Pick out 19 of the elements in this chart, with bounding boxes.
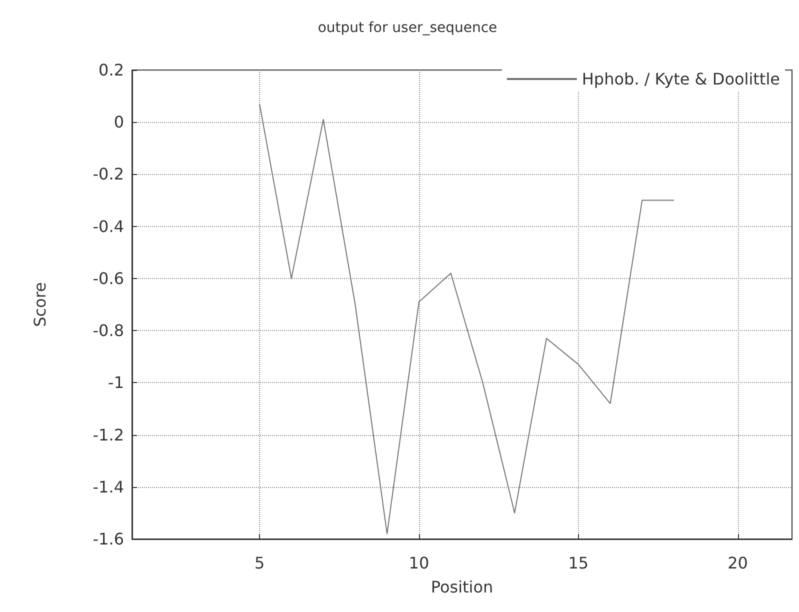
y-tick-label: -1.4: [92, 477, 124, 496]
y-tick-label: 0: [114, 112, 124, 132]
line-series: [259, 103, 675, 534]
y-tick-label: -1.2: [92, 425, 124, 444]
y-tick-label: -1: [108, 373, 124, 392]
y-tick-label: -0.6: [92, 268, 124, 288]
legend-label: Hphob. / Kyte & Doolittle: [582, 70, 780, 88]
x-tick-label: 10: [408, 554, 430, 572]
y-tick-label: -1.6: [92, 530, 124, 548]
x-tick-label: 5: [254, 554, 265, 572]
x-tick-label: 15: [568, 554, 589, 572]
chart-title: output for user_sequence: [318, 20, 498, 36]
x-axis-title: Position: [430, 578, 494, 596]
y-tick-label: -0.4: [92, 216, 124, 236]
x-tick-label: 20: [728, 554, 748, 572]
y-tick-label: -0.8: [92, 321, 124, 340]
y-tick-label: 0.2: [98, 60, 124, 80]
y-tick-label: -0.2: [92, 164, 124, 184]
y-axis-title: Score: [30, 282, 50, 327]
